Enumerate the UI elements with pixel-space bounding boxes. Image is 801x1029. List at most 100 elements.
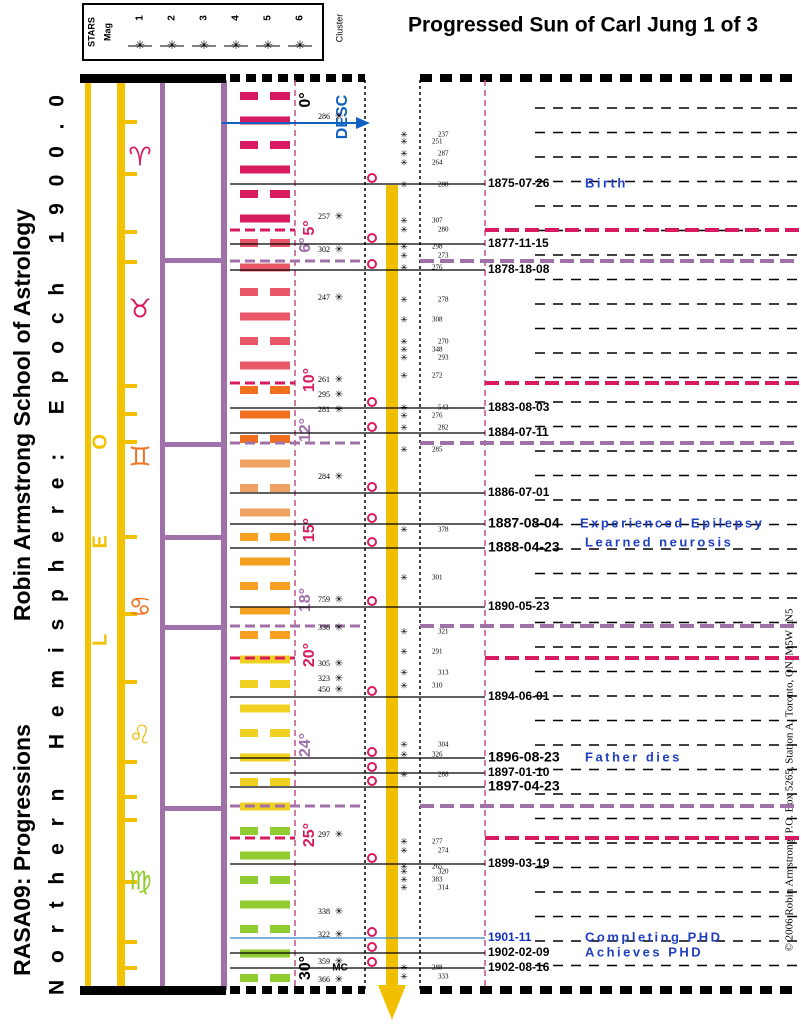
event-marker (367, 596, 377, 606)
star-label: 247 (318, 293, 330, 302)
star-label: 273 (438, 252, 449, 260)
event-marker (367, 422, 377, 432)
star-icon: ✳ (400, 749, 408, 759)
star-label: 304 (438, 741, 449, 749)
star-icon: ✳ (335, 390, 343, 401)
bar-segment (240, 337, 258, 345)
copyright: © 2006 Robin Armstrong, P.O. Box 5265, S… (784, 608, 796, 952)
event-date: 1901-11 (488, 930, 532, 944)
tick (125, 260, 137, 264)
degree-label: 0° (297, 92, 314, 107)
star-label: 326 (432, 751, 443, 759)
star-icon: ✳ (400, 402, 408, 412)
purple-divider (160, 806, 227, 811)
legend-mag-number: 1 (135, 15, 146, 21)
star-icon: ✳ (400, 148, 408, 158)
event-date: 1896-08-23 (488, 749, 560, 765)
star-icon: ✳ (400, 215, 408, 225)
star-label: 759 (318, 595, 330, 604)
bar-segment (270, 680, 290, 688)
star-icon: ✳ (400, 241, 408, 251)
star-label: 285 (432, 446, 443, 454)
star-icon: ✳ (335, 907, 343, 918)
star-icon: ✳ (400, 874, 408, 884)
star-label: 277 (432, 838, 443, 846)
star-label: 287 (438, 150, 449, 158)
star-label: 297 (318, 830, 330, 839)
event-marker (367, 173, 377, 183)
bar-segment (270, 729, 290, 737)
event-marker (367, 686, 377, 696)
bar-segment (240, 876, 258, 884)
tick (125, 120, 137, 124)
star-label: 313 (438, 669, 449, 677)
bar-segment (270, 827, 290, 835)
sign-glyph: ♈ (128, 143, 151, 173)
star-icon: ✳ (400, 422, 408, 432)
sun-arrow (386, 185, 398, 985)
side-hemisphere: N o r t h e r n H e m i s p h e r e : E … (46, 95, 69, 995)
star-label: 291 (432, 648, 443, 656)
star-icon: ✳ (400, 136, 408, 146)
star-icon: ✳ (400, 410, 408, 420)
bar-segment (270, 92, 290, 100)
star-icon: ✳ (335, 112, 343, 123)
event-date: 1899-03-19 (488, 856, 550, 870)
tick (125, 535, 137, 539)
tick (125, 230, 137, 234)
tick (125, 384, 137, 388)
degree-label: 10° (301, 368, 318, 392)
side-series: RASA09: Progressions (9, 724, 35, 976)
star-icon: ✳ (400, 626, 408, 636)
tick (125, 412, 137, 416)
star-label: 310 (432, 682, 443, 690)
star-icon: ✳ (400, 157, 408, 167)
star-label: 284 (318, 472, 330, 481)
bar-segment (240, 680, 258, 688)
star-icon: ✳ (400, 667, 408, 677)
bar-segment (240, 508, 290, 517)
bar-segment (270, 533, 290, 541)
legend-star: ✳ (295, 38, 305, 52)
tick (125, 966, 137, 970)
legend-star: ✳ (263, 38, 273, 52)
bar-segment (240, 606, 290, 615)
star-label: 286 (318, 112, 330, 121)
bar-segment (270, 386, 290, 394)
bar-segment (270, 974, 290, 982)
star-icon: ✳ (400, 129, 408, 139)
star-label: 543 (438, 404, 449, 412)
tick (125, 680, 137, 684)
bar-segment (240, 92, 258, 100)
star-icon: ✳ (400, 262, 408, 272)
purple-divider (160, 535, 227, 540)
event-date: 1883-08-03 (488, 400, 550, 414)
bar-segment (240, 386, 258, 394)
bar-segment (240, 974, 258, 982)
bar-segment (240, 900, 290, 909)
legend-star: ✳ (199, 38, 209, 52)
star-label: 257 (318, 212, 330, 221)
degree-label: 24° (297, 733, 314, 757)
star-label: 265 (432, 863, 443, 871)
star-icon: ✳ (400, 179, 408, 189)
event-marker (367, 853, 377, 863)
event-date: 1887-08-04 (488, 515, 560, 531)
star-label: 333 (438, 973, 449, 981)
star-icon: ✳ (400, 836, 408, 846)
star-label: 237 (438, 131, 449, 139)
frame-bar (80, 74, 226, 83)
bar-segment (240, 631, 258, 639)
star-icon: ✳ (400, 314, 408, 324)
star-icon: ✳ (400, 352, 408, 362)
star-icon: ✳ (335, 595, 343, 606)
star-icon: ✳ (400, 680, 408, 690)
star-icon: ✳ (400, 882, 408, 892)
side-school: Robin Armstrong School of Astrology (9, 209, 35, 621)
star-label: 276 (432, 412, 443, 420)
star-label: 264 (432, 159, 443, 167)
star-icon: ✳ (400, 250, 408, 260)
bar-segment (270, 435, 290, 443)
legend-star: ✳ (167, 38, 177, 52)
bar-segment (240, 141, 258, 149)
